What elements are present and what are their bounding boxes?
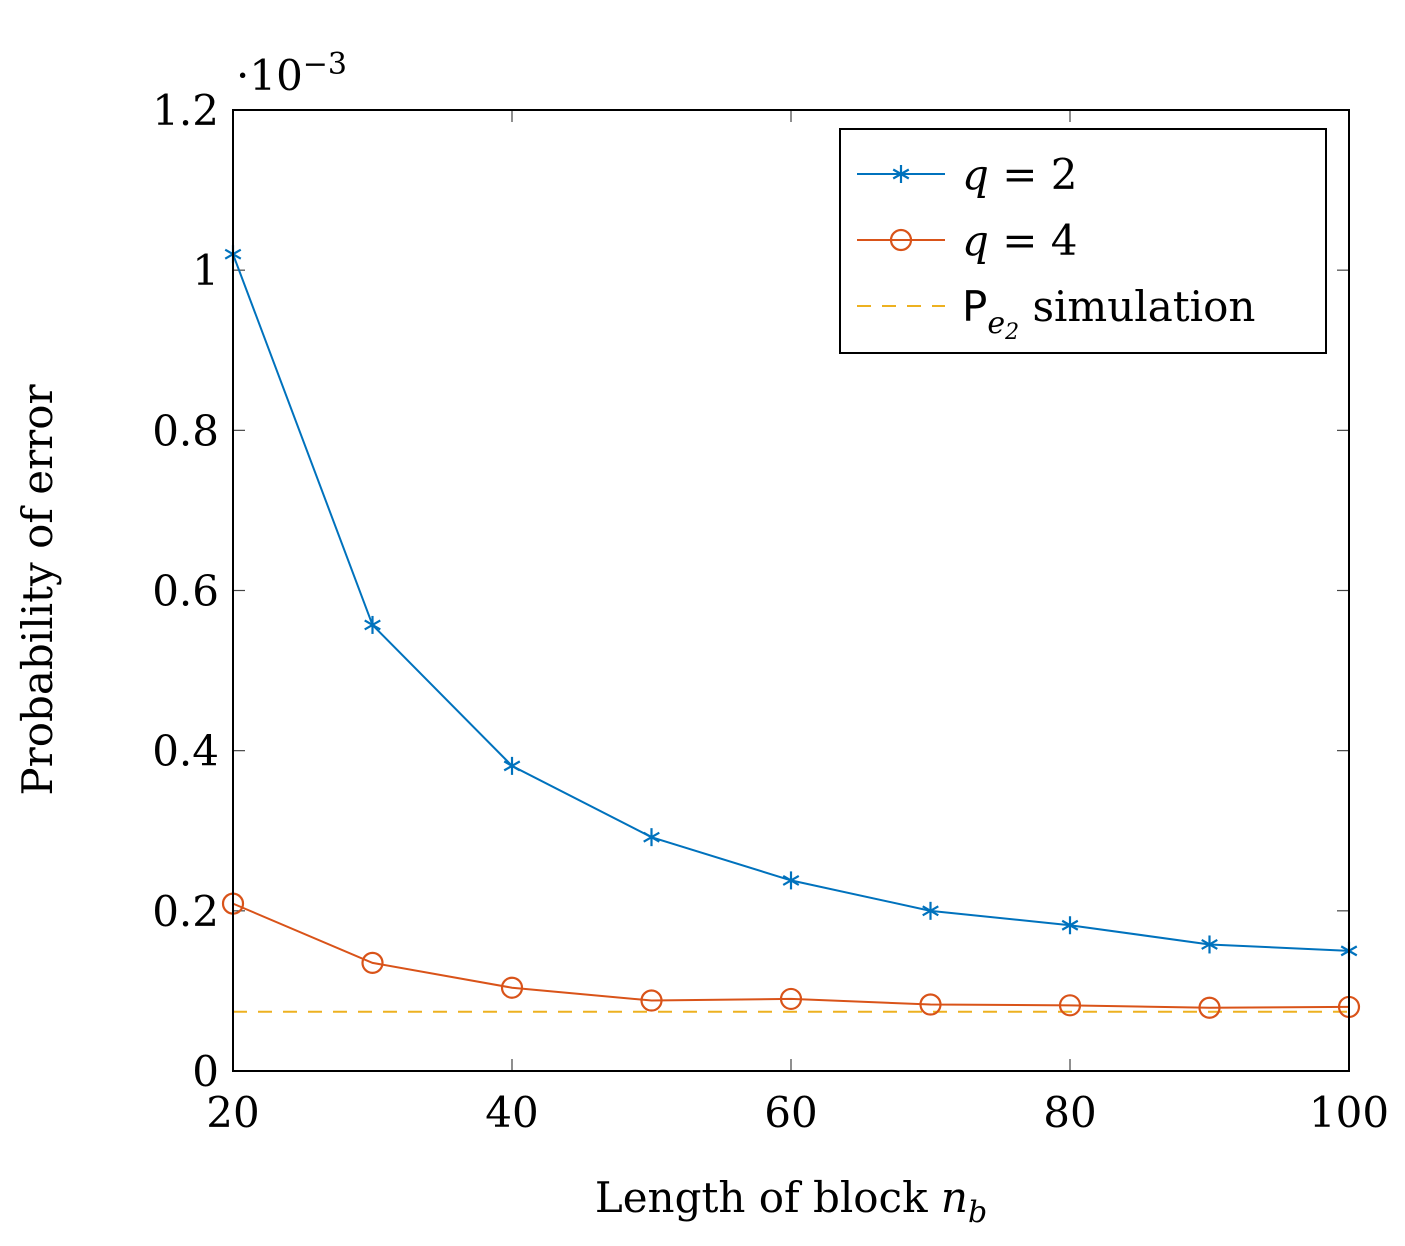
y-scale-base: ·10 [236,51,303,100]
y-tick-label: 0.2 [152,887,219,936]
legend-label-q2: q = 2 [962,150,1078,199]
x-axis-title: Length of block nb [595,1173,987,1230]
y-tick-label: 0.8 [152,406,219,455]
legend-label-q4-eq: = 4 [989,216,1078,265]
y-tick-label: 1.2 [152,86,219,135]
data-point-0 [643,828,660,847]
data-point-1 [640,989,663,1012]
x-tick-label: 100 [1309,1088,1389,1137]
data-point-0 [364,615,381,634]
data-point-0-stroke [364,619,381,631]
data-point-1 [779,987,803,1011]
y-tick-label: 0.6 [152,567,219,616]
data-point-0 [782,871,800,890]
x-axis-title-text: Length of block [595,1173,941,1222]
data-point-0-stroke [922,905,939,917]
x-tick-label: 40 [485,1088,538,1137]
series-layer [221,245,1361,1019]
data-point-0-stroke [1201,939,1218,950]
data-point-0-stroke [643,831,660,843]
tick-labels-layer: 20 40 60 80 100 0 0.2 0.4 0.6 0.8 1 1.2 [152,86,1389,1137]
y-tick-label: 0 [192,1047,219,1096]
data-point-0 [503,756,521,775]
legend-label-reference-rest: simulation [1019,282,1255,331]
data-point-0 [1061,916,1079,935]
series-line-1 [232,902,1350,1009]
plot-frame [232,109,1350,1072]
data-point-0-stroke [782,874,800,886]
legend-marker-shape-stroke [892,168,910,180]
x-tick-label: 20 [206,1088,259,1137]
x-axis-title-sub: b [968,1195,987,1230]
data-point-1 [500,976,524,999]
y-axis-title: Probability of error [13,383,62,795]
legend-label-reference-P: P [962,282,987,331]
data-point-0-stroke [1061,919,1079,931]
legend-marker-q4 [889,228,913,252]
legend-label-reference-subsub: 2 [1004,320,1019,345]
x-tick-label: 60 [764,1088,817,1137]
series-line-0 [232,253,1350,952]
data-point-1 [919,993,942,1016]
data-point-1 [1198,996,1221,1019]
legend: q = 2 q = 4 Pe2 simulation [839,128,1327,354]
data-point-1 [361,951,384,974]
legend-label-q2-var: q [962,150,989,199]
legend-marker-q2 [892,165,910,183]
data-point-1 [1058,994,1082,1017]
legend-label-q2-eq: = 2 [989,150,1078,199]
y-scale-exponent: −3 [303,47,347,82]
legend-label-reference: Pe2 simulation [962,282,1255,345]
y-tick-label: 0.4 [152,727,219,776]
legend-label-q4-var: q [962,216,989,265]
x-tick-label: 80 [1043,1088,1096,1137]
y-tick-label: 1 [192,246,219,295]
legend-marker-shape [892,165,910,183]
legend-marker-shape [889,228,913,252]
x-axis-title-var: n [941,1173,968,1222]
legend-label-q4: q = 4 [962,216,1078,265]
y-scale-label: ·10−3 [236,47,347,100]
data-point-0 [922,901,939,920]
legend-label-reference-sub: e [987,306,1005,341]
data-point-0-stroke [503,760,521,772]
data-point-0 [1201,935,1218,954]
